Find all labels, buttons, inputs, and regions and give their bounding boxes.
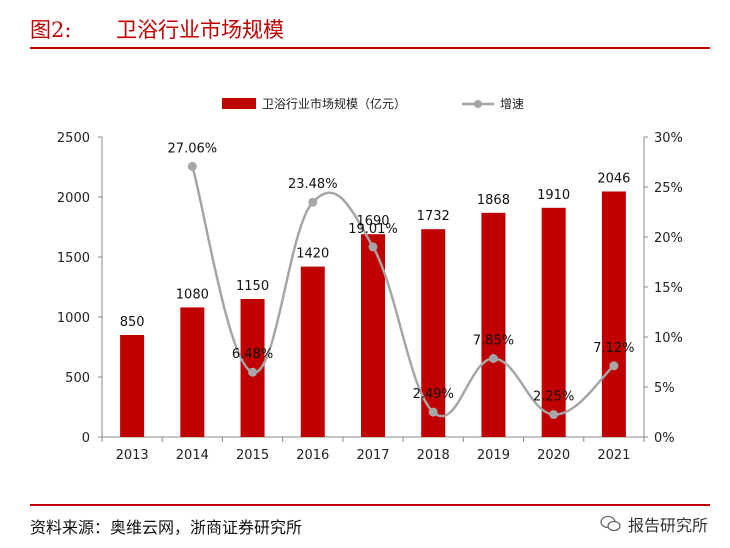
y-right-tick-label: 15%	[654, 281, 683, 296]
y-left-tick-label: 1500	[57, 251, 90, 266]
bar	[421, 229, 446, 437]
bar	[481, 212, 506, 437]
y-right-tick-label: 25%	[654, 181, 683, 196]
y-left-tick-label: 1000	[57, 311, 90, 326]
y-left-tick-label: 2000	[57, 191, 90, 206]
bar-value-label: 1150	[236, 279, 269, 294]
bar	[120, 335, 145, 437]
figure-number: 图2:	[30, 18, 72, 42]
bar-value-label: 1690	[356, 214, 389, 229]
x-tick-label: 2018	[417, 448, 450, 463]
growth-point	[549, 410, 559, 419]
source-note: 资料来源：奥维云网，浙商证券研究所	[30, 518, 303, 537]
bar-value-label: 1080	[176, 287, 209, 302]
y-left-tick-label: 500	[65, 371, 90, 386]
bar-value-label: 1868	[477, 193, 510, 208]
bar-value-label: 1732	[417, 209, 450, 224]
growth-point	[308, 197, 318, 207]
growth-value-label: 2.25%	[533, 390, 574, 405]
bar	[300, 266, 325, 437]
bar-value-label: 1910	[537, 188, 570, 203]
y-right-tick-label: 5%	[654, 381, 675, 396]
watermark-text: 报告研究所	[627, 516, 708, 535]
bottom-divider	[30, 504, 710, 506]
y-right-tick-label: 0%	[654, 431, 675, 446]
x-tick-label: 2017	[356, 448, 389, 463]
bar-value-label: 1420	[296, 247, 329, 262]
bar	[601, 191, 626, 437]
y-left-tick-label: 0	[82, 431, 90, 446]
bar	[361, 234, 385, 437]
y-right-tick-label: 20%	[654, 231, 683, 246]
legend-bar-label: 卫浴行业市场规模（亿元）	[262, 96, 406, 111]
x-tick-label: 2014	[176, 448, 209, 463]
x-tick-label: 2015	[236, 448, 269, 463]
chart: 0 500 1000 1500 2000 2500 0% 5% 10% 15% 20% 25% 30% 2…	[57, 96, 683, 463]
y-left-tick-label: 2500	[57, 131, 90, 146]
growth-point	[428, 407, 438, 417]
figure-header: 图2: 卫浴行业市场规模	[30, 10, 710, 46]
bar-value-label: 850	[120, 315, 145, 330]
growth-value-label: 27.06%	[168, 141, 218, 156]
watermark: 报告研究所	[600, 512, 708, 536]
legend-line-label: 增速	[500, 97, 524, 111]
legend-bar-swatch	[222, 98, 256, 109]
bar	[180, 307, 205, 437]
growth-point	[368, 242, 378, 252]
growth-point	[248, 367, 258, 377]
bar	[541, 207, 566, 437]
growth-value-label: 7.12%	[593, 341, 634, 356]
x-tick-label: 2020	[537, 448, 570, 463]
legend-line-marker	[474, 100, 482, 108]
y-right-tick-label: 10%	[654, 331, 683, 346]
x-tick-label: 2016	[296, 448, 329, 463]
growth-value-label: 19.01%	[348, 222, 398, 237]
x-tick-label: 2013	[116, 448, 149, 463]
growth-value-label: 7.85%	[473, 334, 514, 349]
y-right-tick-label: 30%	[654, 131, 683, 146]
top-divider	[30, 47, 710, 49]
wechat-icon	[600, 515, 621, 532]
bar-value-label: 2046	[597, 171, 630, 186]
growth-point	[187, 161, 197, 171]
growth-value-label: 6.48%	[232, 347, 273, 362]
growth-point	[609, 361, 619, 371]
growth-value-label: 2.49%	[413, 387, 454, 402]
x-tick-label: 2021	[597, 448, 630, 463]
growth-value-label: 23.48%	[288, 177, 338, 192]
figure-title: 卫浴行业市场规模	[116, 18, 284, 42]
growth-point	[488, 354, 498, 363]
x-tick-label: 2019	[477, 448, 510, 463]
